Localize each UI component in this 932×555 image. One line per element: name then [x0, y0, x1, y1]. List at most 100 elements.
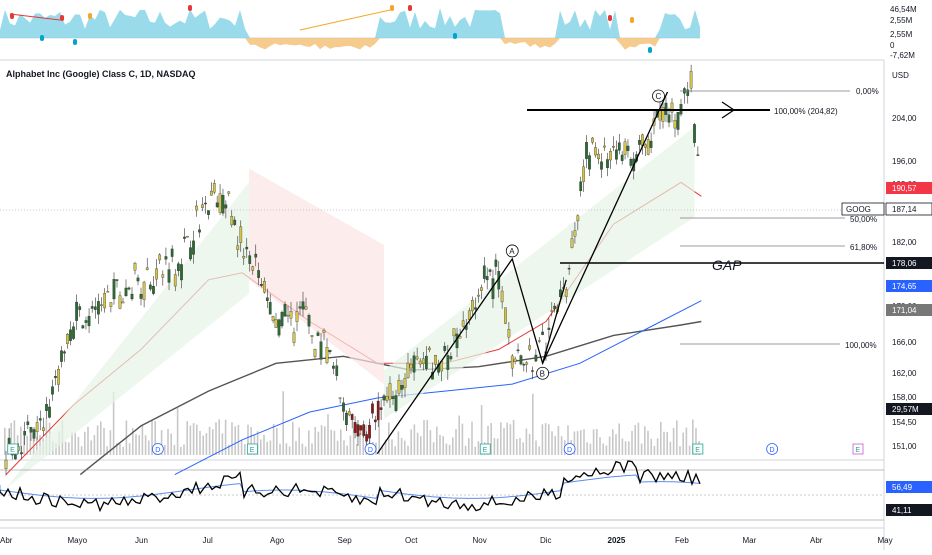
- volume-bar: [471, 421, 473, 455]
- volume-bar: [573, 431, 576, 455]
- candle-body: [274, 319, 278, 328]
- candle-body: [418, 360, 422, 365]
- price-scale-label: 162,00: [892, 369, 917, 378]
- candle-body: [109, 302, 113, 307]
- volume-bar: [605, 445, 608, 455]
- volume-bar: [148, 440, 150, 455]
- volume-bar: [263, 434, 265, 455]
- candle-body: [63, 351, 66, 354]
- candle-body: [265, 297, 269, 301]
- candle-body: [612, 146, 615, 148]
- volume-bar: [663, 431, 665, 455]
- event-marker-label: D: [770, 447, 775, 454]
- trend-zone-green: [384, 126, 695, 419]
- candle-body: [664, 102, 668, 115]
- candle-body: [564, 289, 568, 297]
- volume-bar: [397, 431, 400, 455]
- candle-body: [617, 142, 621, 151]
- candle-body: [230, 216, 234, 226]
- candle-body: [97, 301, 100, 315]
- volume-bar: [317, 431, 320, 455]
- ticker-tag-bg: [841, 202, 885, 216]
- volume-bar: [304, 446, 307, 455]
- candle-body: [446, 355, 450, 370]
- currency-label: USD: [892, 71, 909, 80]
- volume-bar: [439, 434, 441, 455]
- volume-bar: [618, 423, 620, 455]
- osc-signal-dot: [73, 39, 77, 45]
- candle-body: [124, 287, 128, 297]
- volume-bar: [20, 426, 22, 455]
- volume-bar: [112, 391, 115, 455]
- candle-body: [48, 406, 51, 418]
- candle-body: [600, 161, 603, 170]
- candle-body: [127, 287, 131, 290]
- candle-body: [236, 245, 240, 250]
- volume-bar: [381, 445, 384, 455]
- candle-body: [474, 307, 477, 310]
- volume-bar: [532, 393, 534, 455]
- candle-body: [686, 89, 690, 96]
- volume-bar: [416, 432, 419, 455]
- candle-body: [606, 159, 609, 169]
- trend-zone-green: [6, 182, 249, 489]
- candle-body: [412, 355, 416, 373]
- volume-bar: [234, 426, 236, 455]
- candle-body: [32, 429, 36, 439]
- candle-body: [585, 142, 588, 159]
- time-axis-label: Mar: [743, 536, 757, 545]
- candle-body: [115, 279, 119, 281]
- candle-body: [676, 112, 680, 130]
- candle-body: [409, 364, 413, 369]
- time-axis-label: 2025: [608, 536, 626, 545]
- candle-body: [42, 427, 45, 431]
- candle-body: [29, 427, 33, 433]
- volume-bar: [464, 445, 467, 455]
- volume-bar: [55, 443, 57, 455]
- candle-body: [23, 431, 27, 436]
- volume-bar: [583, 429, 585, 455]
- volume-bar: [493, 438, 496, 455]
- volume-bar: [656, 438, 659, 455]
- sma-blue-tag-bg: [886, 280, 932, 292]
- candle-body: [139, 293, 143, 299]
- volume-bar: [628, 441, 630, 455]
- osc-trend-orange: [299, 9, 391, 31]
- volume-bar: [615, 434, 617, 455]
- candle-body: [257, 270, 260, 278]
- candle-body: [298, 306, 302, 309]
- volume-bar: [528, 433, 531, 455]
- candle-body: [376, 400, 380, 421]
- candle-body: [201, 204, 204, 208]
- candle-body: [480, 287, 483, 291]
- candle-body: [452, 328, 456, 337]
- candle-body: [434, 355, 437, 365]
- time-axis-label: Ago: [270, 536, 285, 545]
- candle-body: [477, 294, 480, 297]
- volume-bar: [647, 430, 649, 455]
- volume-bar: [240, 440, 243, 455]
- candle-body: [661, 107, 665, 122]
- candle-body: [292, 332, 296, 343]
- volume-bar: [650, 438, 652, 455]
- candle-body: [121, 301, 125, 304]
- fib-label: 100,00%: [845, 341, 877, 350]
- candle-body: [488, 269, 492, 272]
- volume-bar: [32, 429, 35, 455]
- candle-body: [531, 370, 534, 372]
- candle-body: [507, 329, 511, 338]
- volume-bar: [285, 443, 288, 455]
- earnings-marker: [479, 443, 491, 455]
- volume-bar: [90, 440, 92, 455]
- candle-body: [528, 345, 531, 350]
- candle-body: [620, 154, 624, 161]
- candle-body: [379, 407, 383, 410]
- candle-body: [646, 139, 650, 155]
- candle-body: [239, 226, 243, 243]
- volume-bar: [10, 422, 12, 455]
- dividend-marker: [766, 443, 779, 455]
- candle-body: [173, 274, 177, 287]
- volume-bar: [199, 430, 201, 455]
